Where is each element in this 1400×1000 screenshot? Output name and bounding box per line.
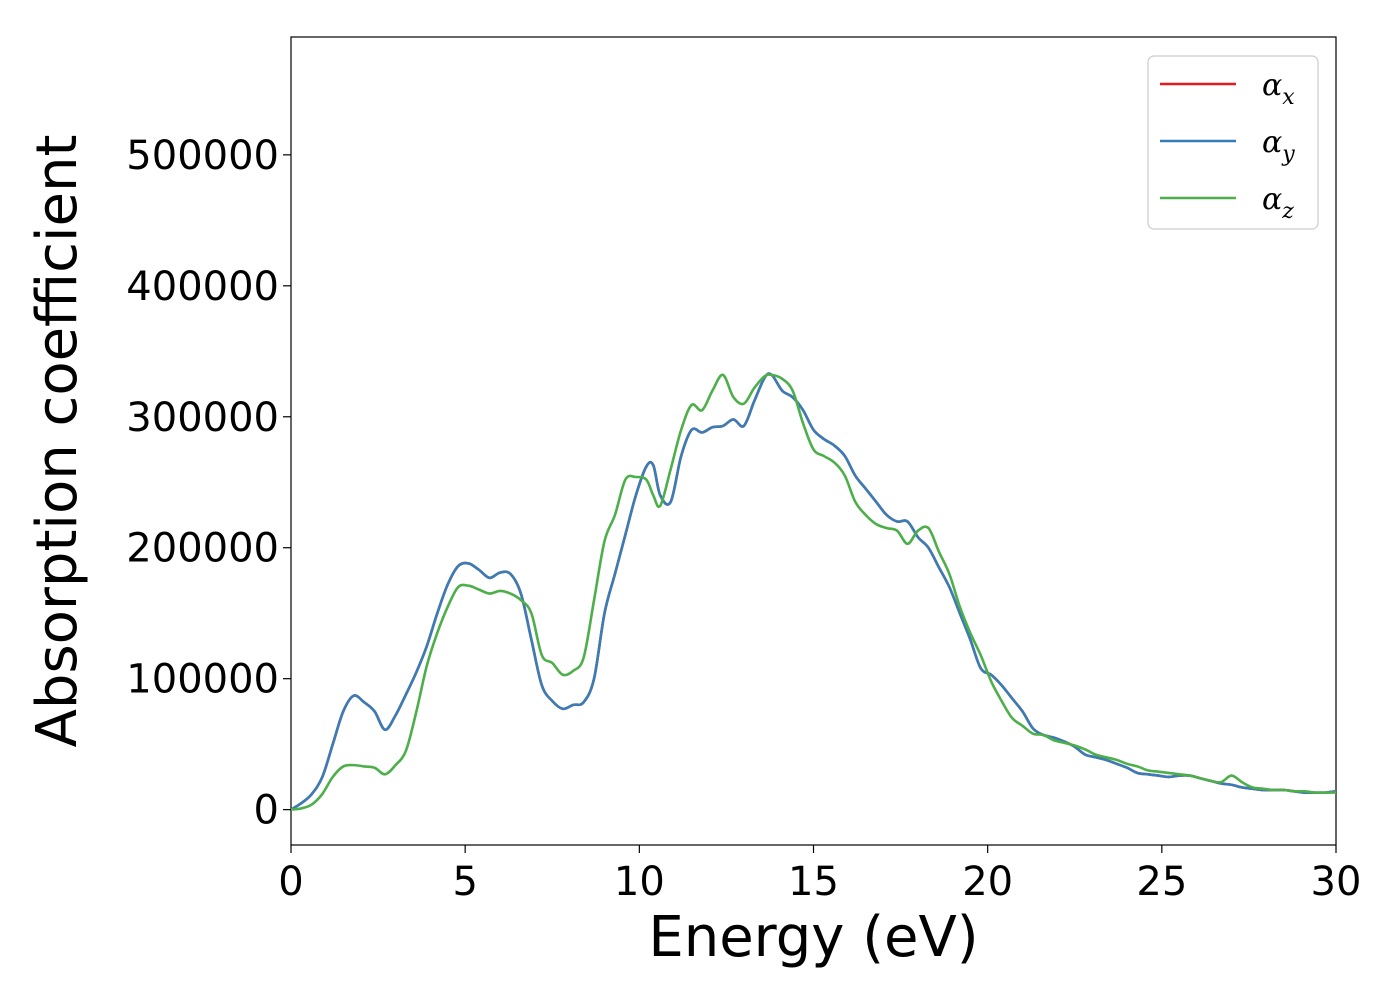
x-tick-label: 10: [614, 859, 665, 905]
y-tick-label: 100000: [126, 657, 279, 703]
x-axis: 0 5 10 15 20 25 30: [278, 845, 1361, 905]
x-tick-label: 30: [1311, 859, 1362, 905]
legend-box: [1147, 55, 1319, 230]
series-layer: [291, 372, 1336, 811]
x-tick-label: 25: [1136, 859, 1187, 905]
series-line-z: [291, 373, 1336, 811]
y-tick-label: 400000: [126, 264, 279, 310]
x-tick-label: 5: [452, 859, 477, 905]
x-tick-label: 15: [788, 859, 839, 905]
y-tick-label: 200000: [126, 526, 279, 572]
x-tick-label: 0: [278, 859, 303, 905]
legend-label-z: αz: [1262, 182, 1294, 224]
x-axis-label: Energy (eV): [648, 905, 978, 970]
y-tick-label: 300000: [126, 395, 279, 441]
x-tick-label: 20: [962, 859, 1013, 905]
y-tick-label: 500000: [126, 133, 279, 179]
y-axis-label: Absorption coefficient: [25, 135, 90, 748]
series-line-x: [291, 372, 1336, 811]
legend-label-x: αx: [1262, 68, 1295, 110]
legend-label-y: αy: [1262, 125, 1295, 167]
y-axis: 0 100000 200000 300000 400000 500000: [126, 133, 291, 834]
legend: αx αy αz: [1147, 55, 1319, 230]
y-tick-label: 0: [254, 788, 279, 834]
series-line-y: [291, 372, 1336, 811]
